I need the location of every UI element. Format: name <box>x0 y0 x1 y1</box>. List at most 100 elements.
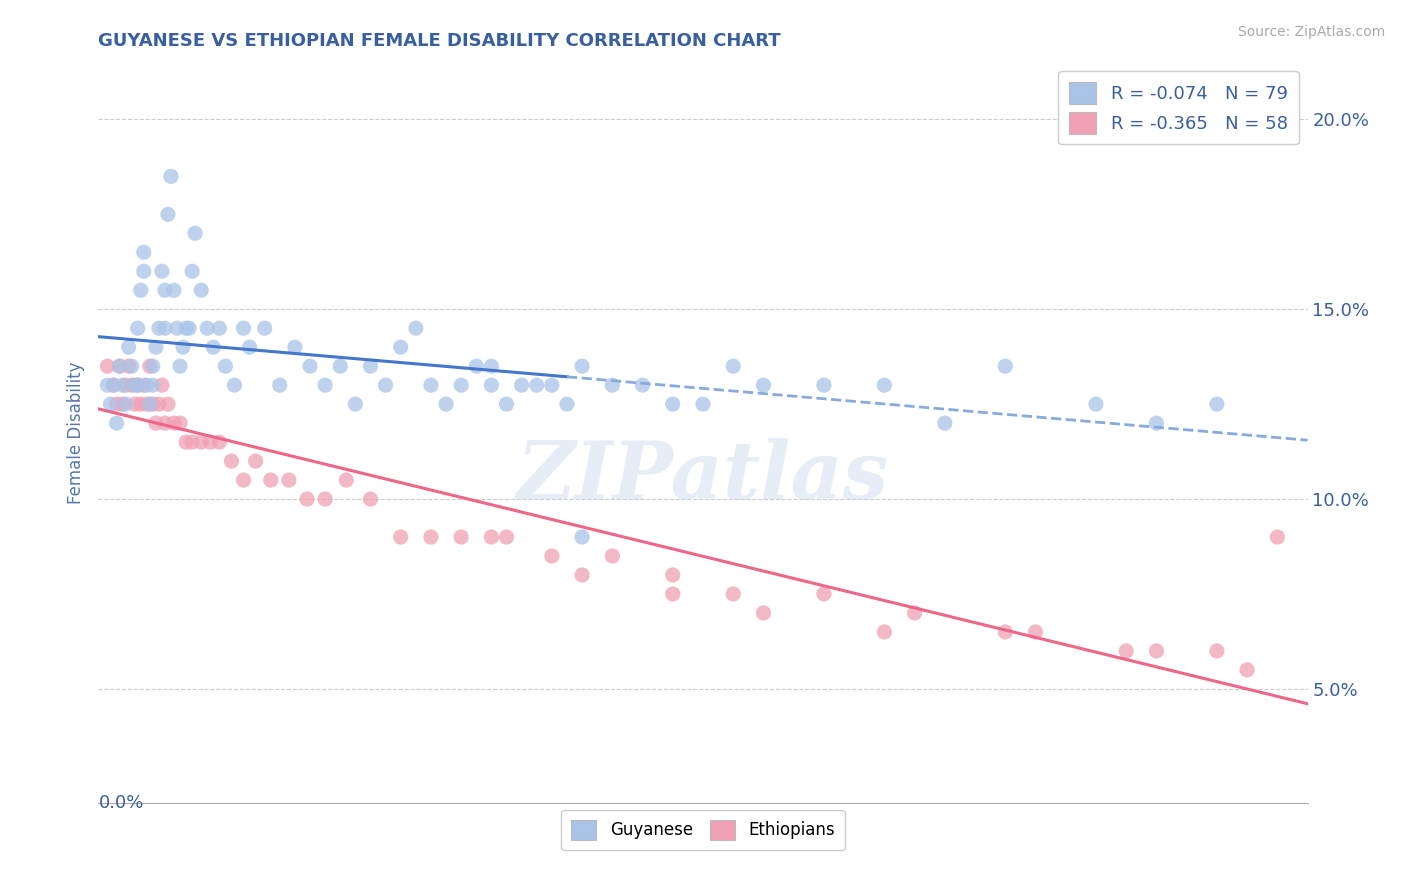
Point <box>118 359 141 374</box>
Point <box>389 340 412 354</box>
Point <box>1267 530 1289 544</box>
Point <box>723 359 745 374</box>
Y-axis label: Female Disability: Female Disability <box>66 361 84 504</box>
Point <box>129 283 152 297</box>
Point <box>602 378 624 392</box>
Point <box>495 397 517 411</box>
Point <box>295 491 318 506</box>
Point <box>540 378 562 392</box>
Point <box>450 378 472 392</box>
Point <box>571 359 593 374</box>
Point <box>153 416 176 430</box>
Point <box>160 169 183 184</box>
Point <box>344 397 367 411</box>
Point <box>135 378 157 392</box>
Point <box>181 264 204 278</box>
Point <box>195 321 218 335</box>
Point <box>127 378 149 392</box>
Point <box>181 435 204 450</box>
Point <box>190 283 212 297</box>
Point <box>139 397 162 411</box>
Point <box>314 378 336 392</box>
Point <box>114 378 136 392</box>
Point <box>481 378 503 392</box>
Point <box>108 359 131 374</box>
Point <box>224 378 246 392</box>
Point <box>100 397 122 411</box>
Point <box>661 568 683 582</box>
Text: Source: ZipAtlas.com: Source: ZipAtlas.com <box>1237 25 1385 39</box>
Point <box>132 378 155 392</box>
Point <box>184 227 207 241</box>
Point <box>269 378 291 392</box>
Point <box>1144 416 1167 430</box>
Point <box>142 378 165 392</box>
Point <box>873 378 896 392</box>
Point <box>723 587 745 601</box>
Point <box>111 378 134 392</box>
Point <box>163 283 186 297</box>
Point <box>481 359 503 374</box>
Point <box>510 378 533 392</box>
Point <box>142 359 165 374</box>
Point <box>145 416 167 430</box>
Point <box>239 340 262 354</box>
Point <box>172 340 194 354</box>
Point <box>163 416 186 430</box>
Point <box>245 454 267 468</box>
Point <box>813 587 835 601</box>
Point <box>299 359 322 374</box>
Point <box>374 378 396 392</box>
Point <box>208 435 231 450</box>
Point <box>1024 624 1046 639</box>
Point <box>121 378 143 392</box>
Point <box>904 606 927 620</box>
Point <box>150 264 173 278</box>
Point <box>156 397 179 411</box>
Point <box>118 340 141 354</box>
Point <box>139 359 162 374</box>
Point <box>1206 644 1229 658</box>
Point <box>752 606 775 620</box>
Point <box>174 321 197 335</box>
Point <box>174 435 197 450</box>
Point <box>420 378 443 392</box>
Point <box>105 397 128 411</box>
Point <box>214 359 236 374</box>
Point <box>602 549 624 563</box>
Point <box>1144 644 1167 658</box>
Point <box>1085 397 1108 411</box>
Point <box>190 435 212 450</box>
Point <box>103 378 125 392</box>
Point <box>208 321 231 335</box>
Legend: Guyanese, Ethiopians: Guyanese, Ethiopians <box>561 810 845 850</box>
Point <box>148 397 170 411</box>
Point <box>335 473 357 487</box>
Point <box>994 359 1017 374</box>
Point <box>200 435 222 450</box>
Point <box>103 378 125 392</box>
Point <box>571 568 593 582</box>
Point <box>111 397 134 411</box>
Point <box>132 245 155 260</box>
Point <box>360 491 382 506</box>
Point <box>153 283 176 297</box>
Point <box>124 378 146 392</box>
Point <box>420 530 443 544</box>
Point <box>692 397 714 411</box>
Point <box>142 397 165 411</box>
Point <box>495 530 517 544</box>
Point <box>481 530 503 544</box>
Point <box>994 624 1017 639</box>
Text: 0.0%: 0.0% <box>98 794 143 812</box>
Point <box>169 359 191 374</box>
Point <box>105 416 128 430</box>
Point <box>127 378 149 392</box>
Text: ZIPatlas: ZIPatlas <box>517 438 889 516</box>
Point <box>571 530 593 544</box>
Point <box>127 321 149 335</box>
Point <box>631 378 654 392</box>
Point <box>121 359 143 374</box>
Point <box>124 397 146 411</box>
Point <box>934 416 956 430</box>
